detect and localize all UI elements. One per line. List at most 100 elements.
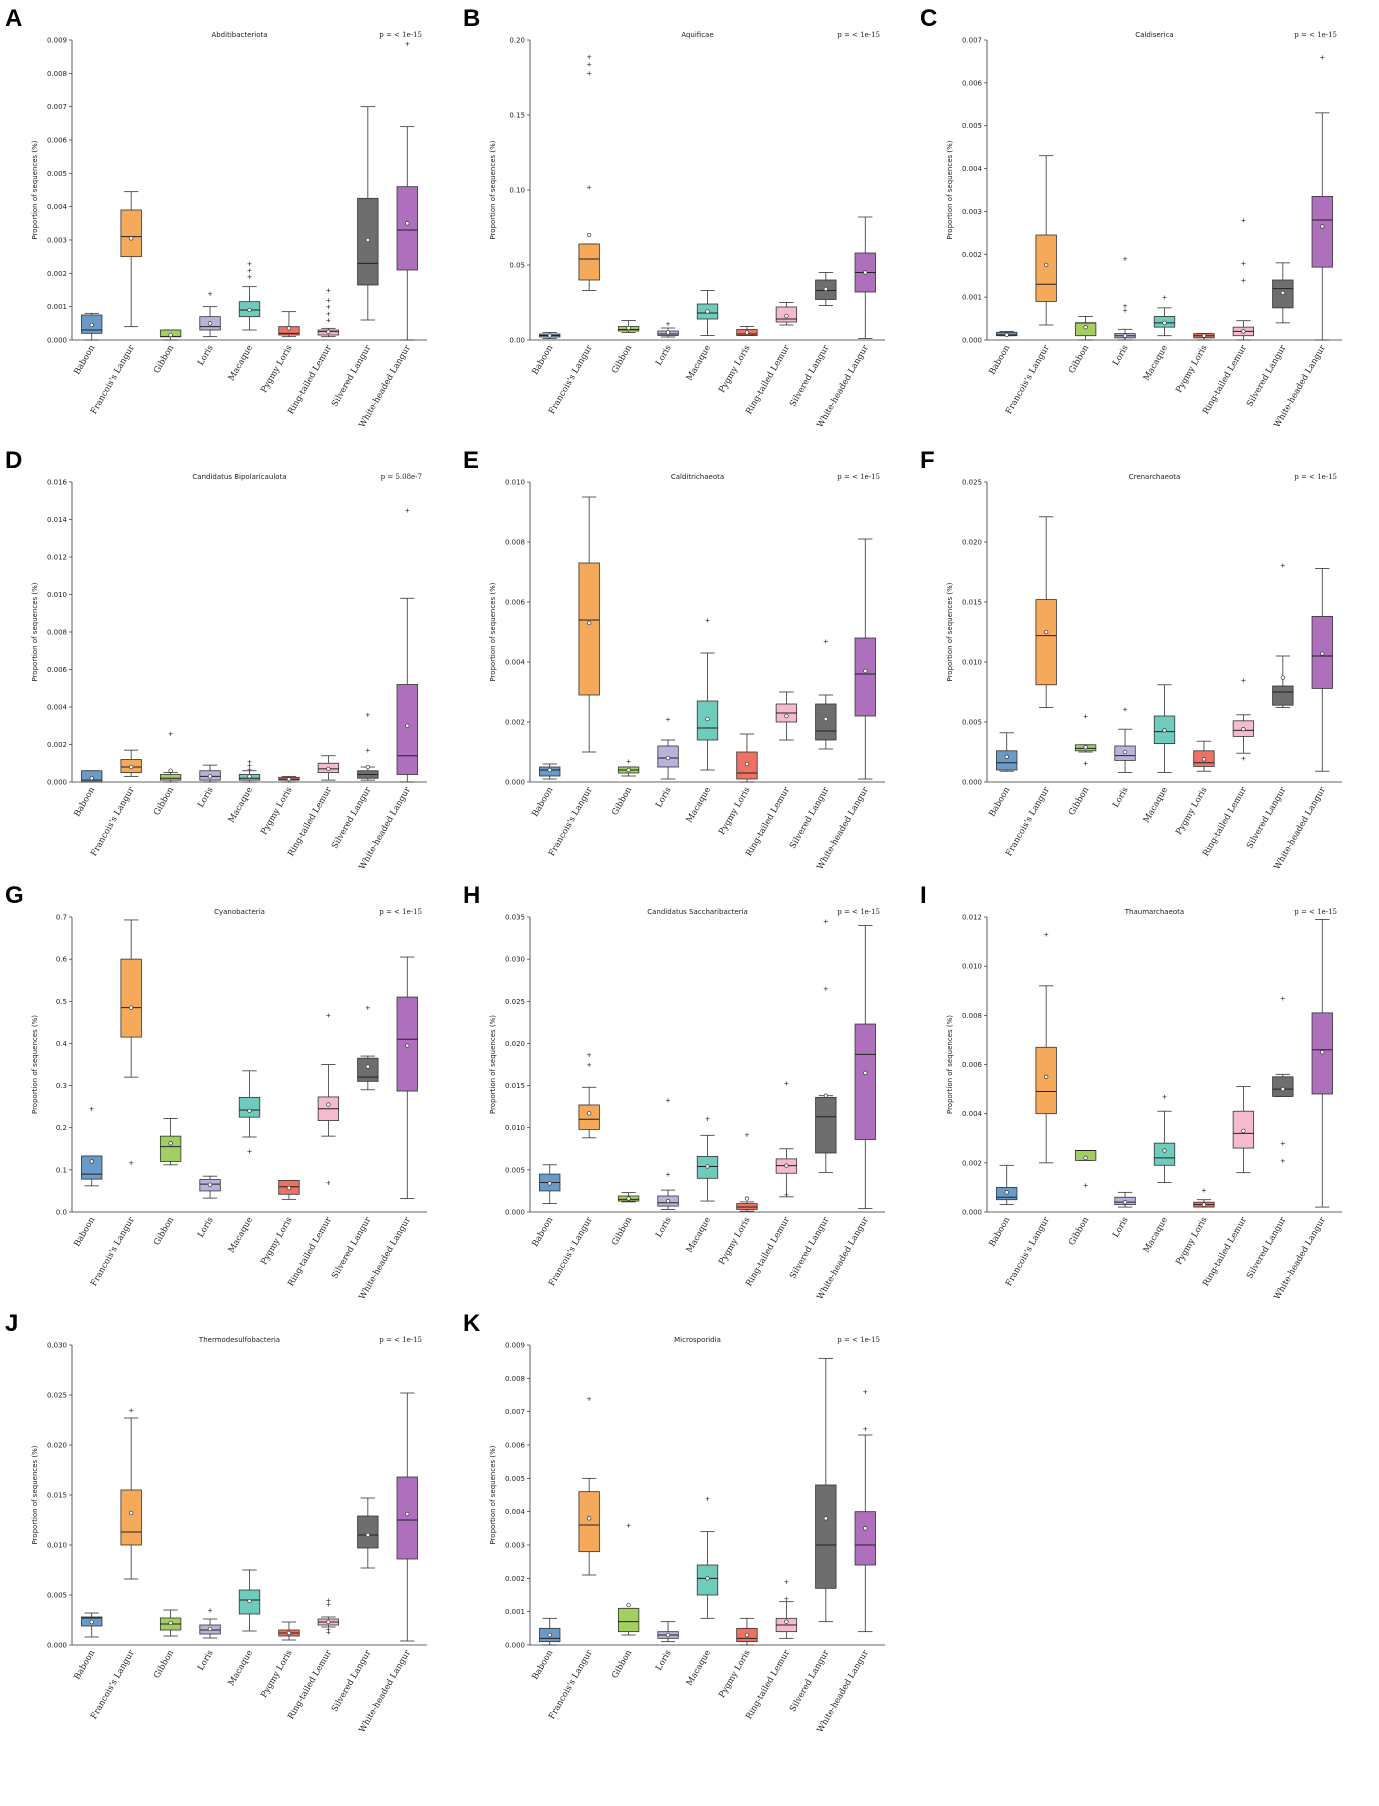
box-gibbon — [1074, 316, 1097, 341]
y-axis-title: Proportion of sequences (%) — [31, 1445, 39, 1544]
category-label: Loris — [1111, 344, 1131, 368]
mean-marker — [665, 1632, 671, 1638]
y-tick-label: 0.035 — [505, 914, 525, 922]
outlier-point: + — [247, 1147, 252, 1156]
y-tick-label: 0.012 — [47, 554, 67, 562]
category-label: Macaque — [685, 786, 713, 825]
box-iqr — [396, 684, 418, 775]
y-tick-label: 0.003 — [505, 1542, 525, 1550]
box-iqr — [357, 1057, 379, 1082]
box-ring-tailed-lemur — [317, 755, 340, 781]
y-tick-label: 0.025 — [962, 479, 982, 487]
outlier-point: + — [1123, 306, 1128, 315]
box-pygmy-loris — [1193, 333, 1215, 341]
category-label: Pygmy Loris — [717, 1216, 752, 1267]
box-iqr — [578, 243, 600, 281]
outlier-point: + — [326, 1628, 331, 1637]
category-label: Loris — [196, 1649, 216, 1673]
mean-marker — [286, 326, 292, 331]
category-label: Macaque — [685, 344, 713, 383]
box-white-headed-langur — [854, 538, 876, 780]
y-axis-title: Proportion of sequences (%) — [489, 1445, 497, 1544]
box-loris: + — [657, 320, 679, 338]
category-label: Macaque — [1142, 1216, 1170, 1255]
panel-letter: D — [5, 447, 22, 474]
mean-marker — [1201, 333, 1207, 338]
outlier-point: + — [1162, 293, 1167, 302]
panel-k: K Microsporidia p = < 1e-15 0.000 0.001 0.002… — [463, 1310, 885, 1735]
box-baboon — [81, 312, 103, 341]
box-baboon — [539, 763, 561, 780]
mean-marker — [823, 286, 828, 292]
category-label: Gibbon — [610, 1215, 634, 1247]
box-francois-s-langur: + — [578, 1394, 600, 1576]
mean-marker — [365, 764, 370, 770]
y-tick-label: 0.014 — [47, 516, 68, 524]
outlier-point: + — [1241, 216, 1246, 225]
box-francois-s-langur — [120, 749, 142, 777]
mean-marker — [1280, 1086, 1285, 1092]
mean-marker — [547, 1181, 552, 1186]
y-tick-label: 0.015 — [505, 1082, 525, 1090]
y-tick-label: 0.009 — [47, 37, 67, 45]
plot-title: Thermodesulfobacteria — [198, 1336, 280, 1344]
p-value: p = < 1e-15 — [837, 31, 880, 39]
category-label: Gibbon — [152, 343, 176, 375]
category-label: Baboon — [987, 343, 1012, 377]
category-label: Macaque — [685, 1216, 713, 1255]
mean-marker — [744, 330, 750, 335]
category-label: Francois's Langur — [1004, 343, 1052, 416]
box-macaque — [1153, 684, 1176, 773]
y-tick-label: 0.015 — [962, 599, 982, 607]
box-iqr — [1035, 599, 1057, 686]
box-macaque — [238, 1569, 261, 1632]
y-tick-label: 0.030 — [505, 956, 525, 964]
box-iqr — [81, 1155, 103, 1180]
mean-marker — [665, 1198, 671, 1204]
mean-marker — [326, 1102, 331, 1107]
box-loris: + — [657, 715, 679, 780]
outlier-point: + — [784, 1079, 789, 1088]
mean-marker — [863, 1070, 868, 1076]
category-label: Ring-tailed Lemur — [1201, 343, 1249, 417]
box-ring-tailed-lemur: ++ — [1232, 676, 1255, 763]
y-tick-label: 0.015 — [47, 1492, 67, 1500]
y-tick-label: 0.010 — [47, 591, 67, 599]
mean-marker — [1320, 651, 1325, 656]
outlier-point: + — [247, 761, 252, 770]
mean-marker — [863, 270, 868, 275]
category-label: Silvered Langur — [788, 1648, 832, 1714]
box-pygmy-loris — [736, 326, 758, 336]
category-label: Francois's Langur — [1004, 1215, 1052, 1288]
y-tick-label: 0.00 — [509, 337, 525, 345]
outlier-point: + — [326, 1596, 331, 1605]
plot-title: Thaumarchaeota — [1124, 908, 1184, 916]
y-tick-label: 0.006 — [962, 79, 983, 87]
y-tick-label: 0.001 — [505, 1608, 525, 1616]
p-value: p = < 1e-15 — [379, 31, 422, 39]
mean-marker — [1044, 629, 1049, 635]
box-white-headed-langur — [396, 1392, 418, 1642]
category-label: Loris — [196, 344, 216, 368]
panel-d: D Candidatus Bipolaricaulota p = 5.08e-7 0.… — [5, 447, 427, 872]
category-label: Gibbon — [1067, 1215, 1091, 1247]
mean-marker — [1241, 727, 1246, 732]
outlier-point: + — [247, 765, 252, 774]
box-ring-tailed-lemur: ++ — [775, 1079, 798, 1199]
outlier-point: + — [705, 1114, 710, 1123]
box-ring-tailed-lemur: + + + — [1232, 216, 1255, 341]
mean-marker — [626, 325, 631, 331]
mean-marker — [247, 1108, 252, 1114]
y-tick-label: 0.004 — [962, 165, 983, 173]
mean-marker — [1320, 1050, 1325, 1055]
mean-marker — [1044, 1074, 1049, 1079]
box-ring-tailed-lemur: ++ — [775, 1578, 798, 1639]
mean-marker — [89, 1159, 94, 1164]
panel-letter: H — [463, 882, 480, 909]
mean-marker — [89, 322, 94, 328]
box-gibbon: + — [159, 729, 182, 783]
mean-marker — [1004, 1190, 1009, 1195]
y-tick-label: 0.000 — [505, 1209, 525, 1217]
y-tick-label: 0.05 — [509, 262, 525, 270]
